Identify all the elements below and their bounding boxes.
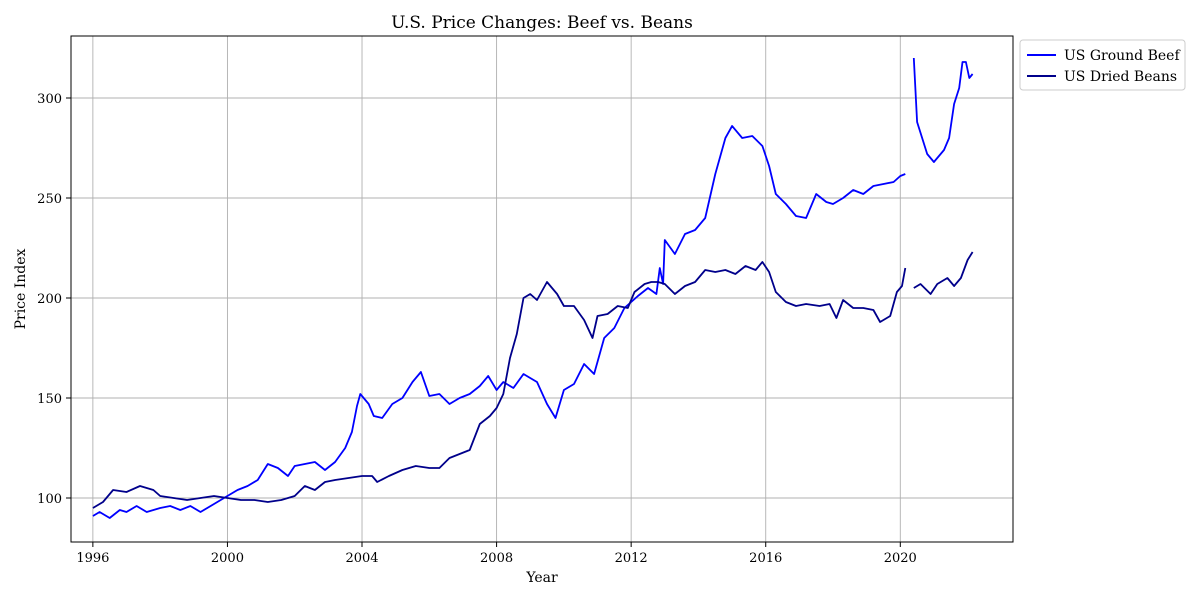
y-tick-label: 300	[37, 92, 62, 107]
x-tick-label: 2008	[480, 551, 513, 566]
legend-label-dried-beans: US Dried Beans	[1064, 69, 1177, 85]
y-tick-label: 200	[37, 292, 62, 307]
x-tick-label: 1996	[76, 551, 109, 566]
plot-frame	[70, 35, 1014, 543]
x-axis-ticks: 1996 2000 2004 2008 2012 2016 2020	[76, 542, 917, 566]
y-tick-label: 100	[37, 492, 62, 507]
series-lines	[92, 57, 974, 519]
y-tick-label: 250	[37, 192, 62, 207]
grid	[71, 36, 1013, 542]
legend-frame	[1019, 39, 1186, 91]
y-axis-ticks: 100 150 200 250 300	[37, 92, 71, 507]
y-tick-label: 150	[37, 392, 62, 407]
x-tick-label: 2004	[345, 551, 378, 566]
x-axis-label: Year	[525, 570, 558, 586]
series-line-ground-beef	[92, 57, 974, 519]
x-tick-label: 2020	[884, 551, 917, 566]
legend: US Ground Beef US Dried Beans	[1019, 39, 1186, 91]
y-axis-label: Price Index	[13, 248, 29, 329]
legend-label-ground-beef: US Ground Beef	[1064, 48, 1181, 64]
series-line-dried-beans	[92, 251, 974, 509]
x-tick-label: 2012	[615, 551, 648, 566]
chart-title: U.S. Price Changes: Beef vs. Beans	[391, 13, 693, 33]
x-tick-label: 2000	[211, 551, 244, 566]
x-tick-label: 2016	[749, 551, 782, 566]
